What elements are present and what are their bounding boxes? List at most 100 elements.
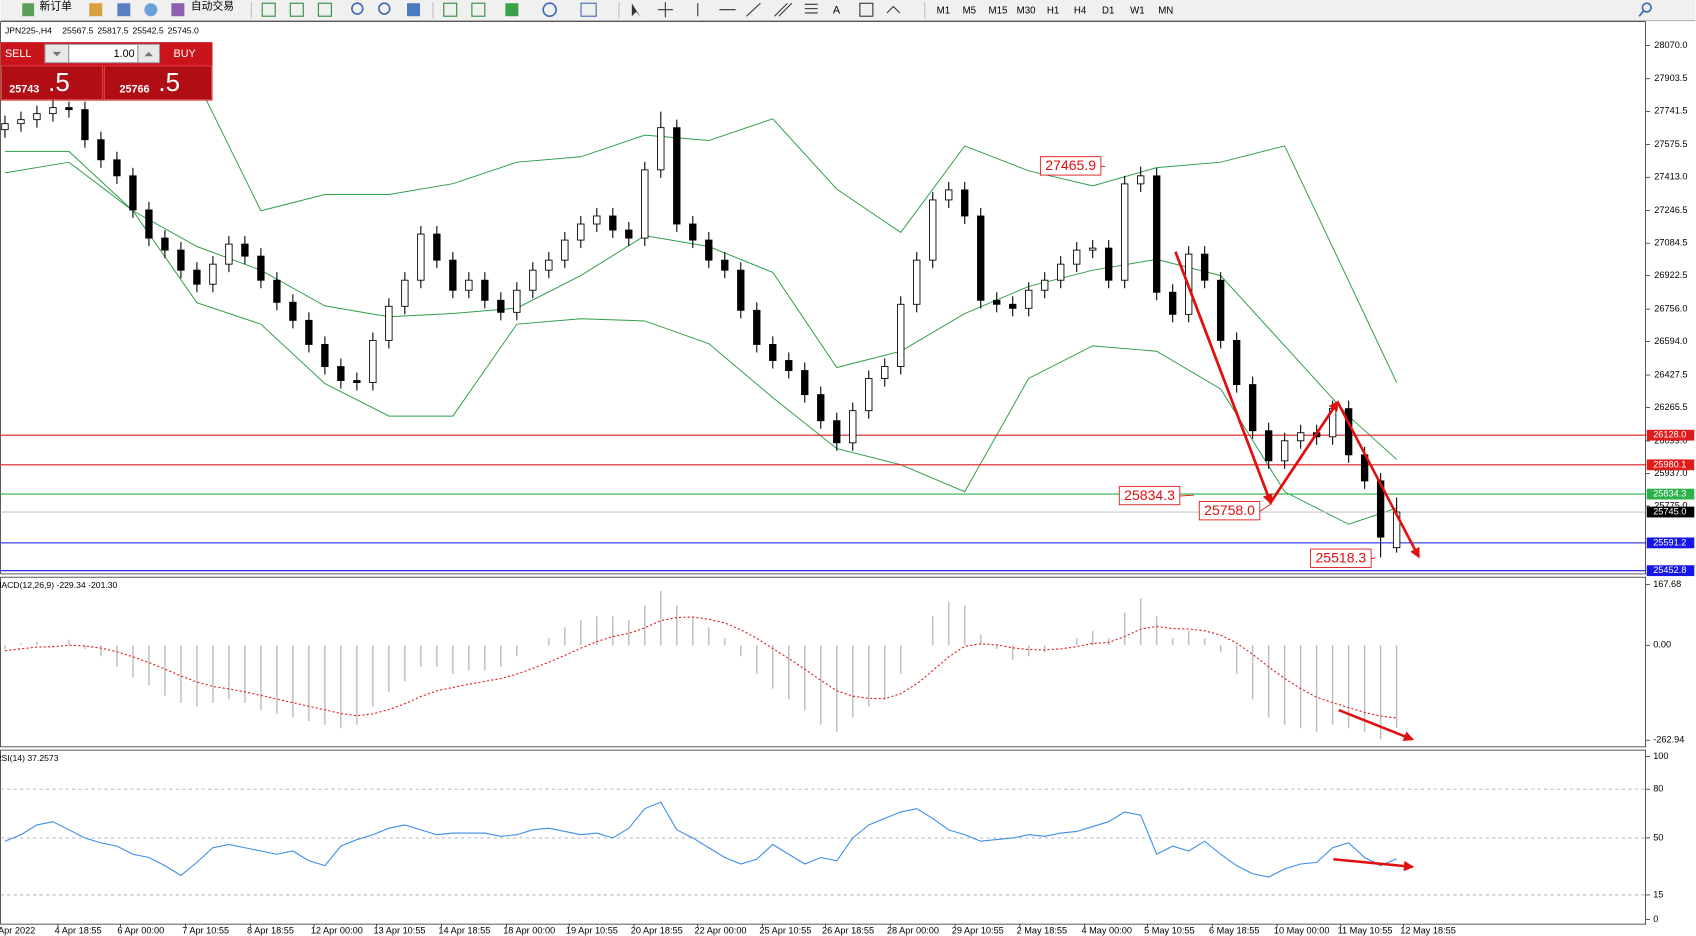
level-label: 25834.3 [1653,489,1686,499]
candle-body-bear [65,107,73,111]
x-tick-label: 25 Apr 10:55 [759,926,811,936]
candle-body-bull [49,107,57,115]
search-icon[interactable] [1638,10,1645,17]
candle-body-bull [641,169,649,239]
candle-body-bear [449,259,457,291]
new-order-button[interactable]: 新订单 [40,0,73,12]
volume-value[interactable]: 1.00 [114,48,135,60]
candle-body-bear [97,139,105,161]
candle-body-bear [321,344,329,367]
y-tick-label: 0.00 [1653,640,1671,650]
x-tick-label: 22 Apr 00:00 [695,926,747,936]
candle-body-bear [81,109,89,141]
rsi-plot [0,788,1646,896]
x-tick-label: 4 May 00:00 [1081,926,1131,936]
candle-body-bear [353,380,361,384]
sell-price[interactable]: 25743 [9,84,39,96]
y-tick-label: 26922.5 [1654,270,1687,280]
candle-body-bear [481,279,489,301]
x-tick-label: 2 May 18:55 [1017,926,1067,936]
icon [505,3,519,17]
candle-body-bull [513,289,521,313]
timeframe-button[interactable]: D1 [1102,5,1114,16]
x-tick-label: 13 Apr 10:55 [374,926,426,936]
bollinger-upper [4,42,1398,383]
sell-price-pips[interactable]: .5 [48,69,70,97]
candle-body-bear [833,420,841,444]
price-annotation: 25834.3 [1124,487,1175,503]
buy-price[interactable]: 25766 [120,84,150,96]
auto-trading-button[interactable]: 自动交易 [191,0,234,12]
candle-body-bear [785,360,793,371]
price-annotation: 27465.9 [1045,157,1096,173]
drawn-arrows [1174,251,1420,872]
candle-body-bear [673,127,681,225]
candle-body-bull [465,279,473,291]
ohlc-value: 25745.0 [168,26,199,36]
candle-body-bear [721,259,729,271]
icon [407,3,420,17]
y-tick-label: 15 [1653,889,1663,899]
candle-body-bull [1296,432,1305,442]
candle-body-bull [1089,247,1097,251]
macd-label: MACD(12,26,9) -229.34 -201.30 [0,580,118,590]
timeframe-button[interactable]: M15 [989,5,1008,16]
level-label-box [1646,488,1695,500]
y-tick-label: 27246.5 [1654,205,1687,215]
candle-body-bear [769,344,777,361]
y-tick-label: 26265.5 [1654,402,1687,412]
y-tick-label: 27413.0 [1654,172,1687,182]
annotation-connector [1371,557,1376,560]
y-tick-label: 25937.0 [1654,468,1687,478]
timeframe-button[interactable]: M30 [1017,5,1037,16]
candle-body-bull [1025,289,1033,309]
icon [117,3,131,17]
x-tick-label: 7 Apr 10:55 [182,926,229,936]
timeframe-button[interactable]: H4 [1074,5,1087,16]
buy-price-pips[interactable]: .5 [158,69,180,97]
level-label-box [1646,506,1695,518]
trend-arrow [1174,251,1273,505]
trend-arrow [1333,857,1415,872]
sell-label[interactable]: SELL [5,48,31,60]
x-tick-label: 12 Apr 00:00 [311,926,363,936]
candle-body-bear [801,370,809,396]
candle-body-bear [1200,253,1209,281]
icon [631,3,641,18]
candle-body-bull [1,123,9,131]
y-tick-label: 50 [1653,832,1663,842]
volume-up[interactable] [144,51,154,57]
sell-button[interactable] [1,65,103,100]
timeframe-button[interactable]: M1 [937,5,951,16]
candle-body-bear [241,243,249,257]
candle-body-bull [1057,263,1065,281]
timeframe-button[interactable]: M5 [963,5,977,16]
level-label-box [1646,565,1695,577]
y-tick-label: 27903.5 [1654,73,1687,83]
timeframe-button[interactable]: MN [1158,5,1173,16]
candle-body-bear [1169,291,1177,315]
candle-body-bull [1073,249,1081,265]
x-tick-label: 28 Apr 00:00 [887,926,939,936]
candle-body-bull [657,127,665,171]
overlays: 27465.9 25834.3 25758.0 25518.3 [1039,156,1376,568]
candle-body-bull [1280,440,1289,462]
candle-body-bear [625,229,633,239]
volume-down[interactable] [52,51,62,57]
icon [471,2,486,17]
buy-label[interactable]: BUY [174,48,196,60]
candle-body-bear [289,301,297,321]
candle-body-bull [209,263,217,285]
search-icon[interactable] [1641,2,1652,13]
timeframe-button[interactable]: W1 [1130,5,1145,16]
icon [171,3,185,17]
price-annotation-box [1198,501,1261,521]
candle-body-bear [1248,384,1257,432]
candle-body-bear [609,215,617,231]
icon [774,2,793,17]
buy-button[interactable] [104,65,212,100]
x-tick-label: 18 Apr 00:00 [503,926,555,936]
candle-body-bull [897,303,905,367]
candle-body-bear [993,299,1001,305]
timeframe-button[interactable]: H1 [1047,5,1059,16]
